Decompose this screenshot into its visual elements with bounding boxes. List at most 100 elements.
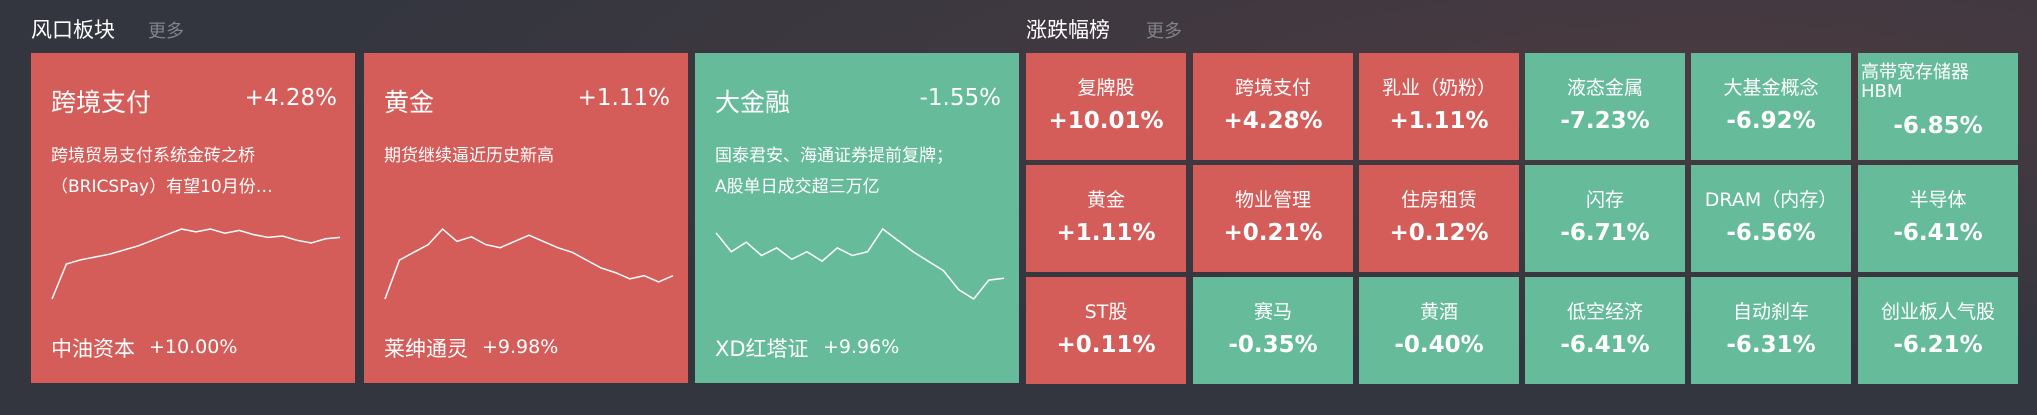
rank-tile[interactable]: ST股 +0.11% — [1026, 277, 1186, 384]
tile-name: 自动刹车 — [1732, 301, 1809, 323]
topic-name: 跨境支付 — [51, 88, 152, 117]
tile-change: -6.71% — [1560, 220, 1650, 246]
tile-name: 液态金属 — [1566, 77, 1643, 99]
tile-change: +0.21% — [1223, 220, 1323, 246]
tile-change: +0.12% — [1389, 220, 1489, 246]
tile-change: -6.41% — [1560, 332, 1650, 358]
tile-name: 跨境支付 — [1234, 77, 1311, 99]
tile-change: -6.21% — [1893, 332, 1983, 358]
topic-name: 黄金 — [384, 88, 435, 117]
tile-name: 物业管理 — [1234, 189, 1311, 211]
tile-name-box: DRAM（内存） — [1691, 185, 1851, 212]
rank-tile[interactable]: 黄酒 -0.40% — [1359, 277, 1519, 384]
tile-name: HBM — [1861, 81, 1903, 102]
topic-card[interactable]: 大金融 -1.55% 国泰君安、海通证券提前复牌； A股单日成交超三万亿 XD红塔证 +9… — [695, 53, 1019, 383]
tile-name: 创业板人气股 — [1880, 301, 1995, 323]
topic-name: 大金融 — [715, 88, 791, 117]
topic-card[interactable]: 黄金 +1.11% 期货继续逼近历史新高莱绅通灵 +9.98% — [364, 53, 688, 383]
rank-tile[interactable]: 黄金 +1.11% — [1026, 165, 1186, 272]
tile-name-box: 高带宽存储器 HBM — [1861, 63, 2018, 101]
topic-desc: A股单日成交超三万亿 — [715, 177, 880, 197]
more-link[interactable]: 更多 — [1146, 21, 1182, 42]
rank-tile[interactable]: 半导体 -6.41% — [1858, 165, 2018, 272]
topic-desc: 跨境贸易支付系统金砖之桥 — [51, 146, 255, 166]
section-title: 风口板块 — [31, 18, 115, 42]
tile-name: 黄金 — [1086, 189, 1125, 211]
leading-stock: 莱绅通灵 — [384, 337, 468, 361]
rank-tile[interactable]: 物业管理 +0.21% — [1193, 165, 1353, 272]
tile-change: -0.40% — [1394, 332, 1484, 358]
topic-desc: 期货继续逼近历史新高 — [384, 146, 554, 166]
rank-tile[interactable]: 赛马 -0.35% — [1193, 277, 1353, 384]
tile-name: 赛马 — [1253, 301, 1292, 323]
sparkline — [384, 227, 674, 300]
rank-tile[interactable]: 创业板人气股 -6.21% — [1858, 277, 2018, 384]
tile-change: +1.11% — [1056, 220, 1156, 246]
tile-name: 黄酒 — [1419, 301, 1458, 323]
topic-change: +1.11% — [577, 85, 670, 111]
tile-name-box: 创业板人气股 — [1858, 297, 2018, 324]
tile-name-box: 物业管理 — [1193, 185, 1353, 212]
topic-change: -1.55% — [919, 85, 1001, 111]
sparkline — [715, 227, 1005, 300]
tile-change: -6.92% — [1726, 108, 1816, 134]
tile-name-box: 液态金属 — [1525, 73, 1685, 100]
tile-name-box: 乳业（奶粉） — [1359, 73, 1519, 100]
tile-change: +1.11% — [1389, 108, 1489, 134]
rank-tile[interactable]: 低空经济 -6.41% — [1525, 277, 1685, 384]
tile-change: +0.11% — [1056, 332, 1156, 358]
tile-name-box: 自动刹车 — [1691, 297, 1851, 324]
rank-tile[interactable]: 复牌股 +10.01% — [1026, 53, 1186, 160]
more-link[interactable]: 更多 — [148, 21, 184, 42]
tile-name: 半导体 — [1909, 189, 1967, 211]
rank-tile[interactable]: 高带宽存储器 HBM -6.85% — [1858, 53, 2018, 160]
tile-name-box: 黄金 — [1026, 185, 1186, 212]
rank-tile[interactable]: DRAM（内存） -6.56% — [1691, 165, 1851, 272]
tile-change: -6.41% — [1893, 220, 1983, 246]
tile-change: +10.01% — [1048, 108, 1164, 134]
tile-change: -6.56% — [1726, 220, 1816, 246]
tile-name: 住房租赁 — [1400, 189, 1477, 211]
stock-change: +9.98% — [482, 336, 559, 358]
rank-tile[interactable]: 跨境支付 +4.28% — [1193, 53, 1353, 160]
leading-stock: 中油资本 — [51, 337, 135, 361]
leading-stock: XD红塔证 — [715, 337, 809, 361]
tile-name: 低空经济 — [1566, 301, 1643, 323]
topic-change: +4.28% — [244, 85, 337, 111]
stock-change: +9.96% — [823, 336, 900, 358]
tile-change: -6.31% — [1726, 332, 1816, 358]
rank-tile[interactable]: 闪存 -6.71% — [1525, 165, 1685, 272]
tile-name: 高带宽存储器 — [1861, 62, 1969, 83]
section-title: 涨跌幅榜 — [1026, 18, 1110, 42]
sparkline-area — [51, 228, 341, 300]
tile-name-box: 低空经济 — [1525, 297, 1685, 324]
rank-tile[interactable]: 液态金属 -7.23% — [1525, 53, 1685, 160]
rank-tile[interactable]: 乳业（奶粉） +1.11% — [1359, 53, 1519, 160]
tile-name-box: 黄酒 — [1359, 297, 1519, 324]
tile-change: -6.85% — [1893, 113, 1983, 139]
topic-desc: （BRICSPay）有望10月份… — [51, 177, 273, 197]
tile-name-box: 复牌股 — [1026, 73, 1186, 100]
sparkline-area — [384, 227, 674, 300]
tile-name-box: 跨境支付 — [1193, 73, 1353, 100]
sparkline — [51, 228, 341, 300]
tile-name-box: ST股 — [1026, 297, 1186, 324]
topic-card[interactable]: 跨境支付 +4.28% 跨境贸易支付系统金砖之桥 （BRICSPay）有望10月份… 中… — [31, 53, 355, 383]
rank-tile[interactable]: 住房租赁 +0.12% — [1359, 165, 1519, 272]
tile-change: -7.23% — [1560, 108, 1650, 134]
topic-desc: 国泰君安、海通证券提前复牌； — [715, 146, 953, 166]
tile-name-box: 大基金概念 — [1691, 73, 1851, 100]
stock-change: +10.00% — [149, 336, 238, 358]
tile-name: ST股 — [1084, 301, 1128, 323]
tile-change: -0.35% — [1228, 332, 1318, 358]
tile-name-box: 半导体 — [1858, 185, 2018, 212]
tile-name-box: 住房租赁 — [1359, 185, 1519, 212]
sparkline-area — [715, 227, 1005, 300]
tile-name: 复牌股 — [1077, 77, 1135, 99]
tile-change: +4.28% — [1223, 108, 1323, 134]
rank-tile[interactable]: 自动刹车 -6.31% — [1691, 277, 1851, 384]
rank-tile[interactable]: 大基金概念 -6.92% — [1691, 53, 1851, 160]
tile-name-box: 闪存 — [1525, 185, 1685, 212]
tile-name: 乳业（奶粉） — [1381, 77, 1496, 99]
